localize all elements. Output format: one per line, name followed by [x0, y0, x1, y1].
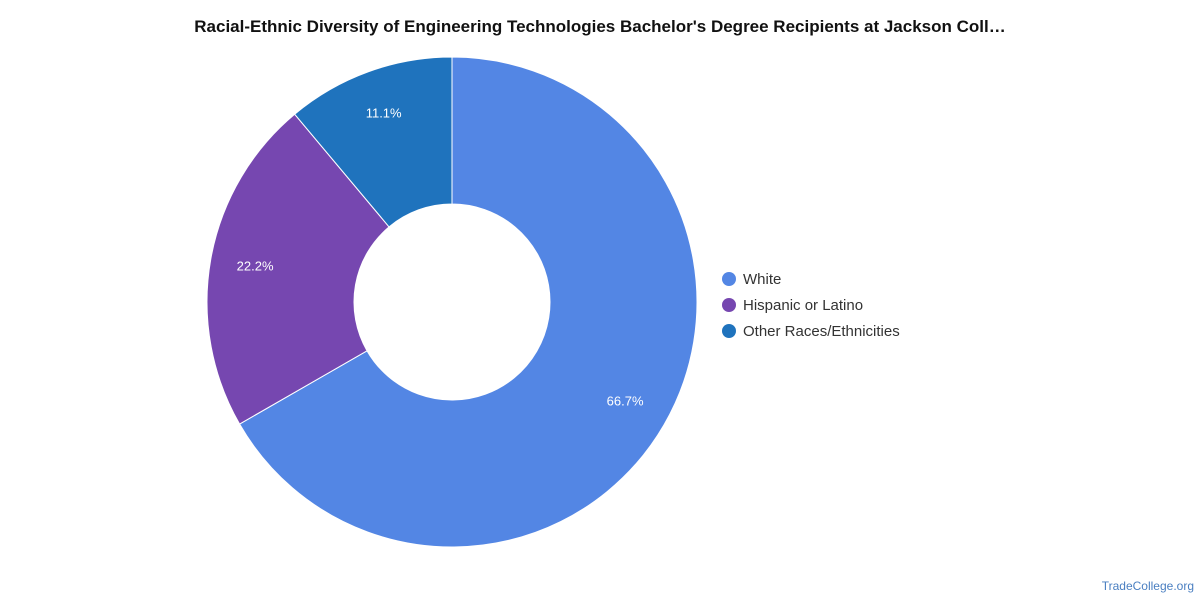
slice-hispanic-or-latino[interactable]	[206, 113, 390, 425]
legend-swatch	[722, 298, 736, 312]
legend-label: Hispanic or Latino	[743, 296, 864, 314]
legend-item-hispanic-or-latino[interactable]: Hispanic or Latino	[722, 292, 900, 318]
chart-title: Racial-Ethnic Diversity of Engineering T…	[194, 17, 1006, 36]
slice-white[interactable]	[238, 56, 698, 548]
source-credit[interactable]: TradeCollege.org	[1101, 579, 1194, 593]
legend-label: White	[743, 270, 782, 288]
slice-value-label: 66.7%	[607, 394, 644, 409]
legend: White Hispanic or Latino Other Races/Eth…	[722, 266, 900, 344]
legend-label: Other Races/Ethnicities	[743, 322, 900, 340]
legend-item-white[interactable]: White	[722, 266, 900, 292]
legend-swatch	[722, 272, 736, 286]
legend-item-other-races-ethnicities[interactable]: Other Races/Ethnicities	[722, 318, 900, 344]
slice-value-label: 22.2%	[237, 258, 274, 273]
slice-value-label: 11.1%	[366, 105, 402, 120]
slice-other-races-ethnicities[interactable]	[293, 56, 453, 228]
legend-swatch	[722, 324, 736, 338]
